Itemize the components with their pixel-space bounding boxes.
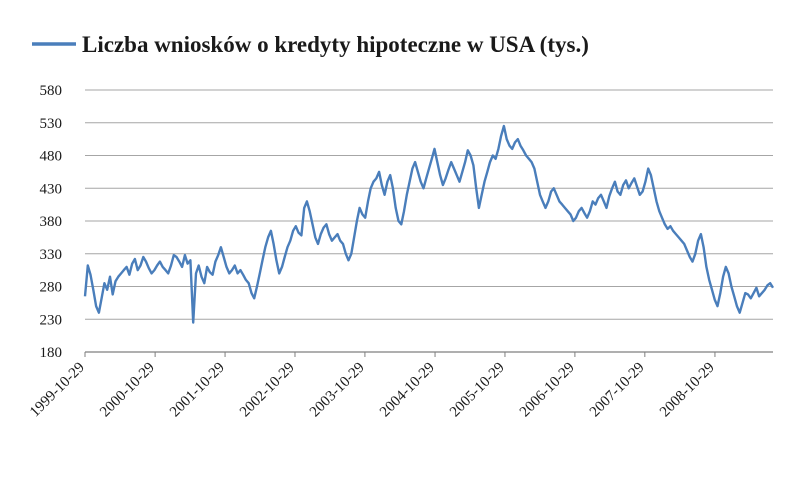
x-tick-label: 1999-10-29: [27, 360, 88, 421]
x-tick-label: 2006-10-29: [517, 360, 578, 421]
x-tick-label: 2000-10-29: [97, 360, 158, 421]
y-tick-label: 530: [40, 116, 63, 132]
y-tick-label: 480: [40, 149, 63, 165]
y-tick-label: 180: [40, 345, 63, 361]
x-tick-label: 2008-10-29: [657, 360, 718, 421]
x-axis: 1999-10-29 2000-10-29 2001-10-29 2002-10-29…: [27, 351, 773, 421]
chart-legend: Liczba wniosków o kredyty hipoteczne w U…: [32, 32, 589, 57]
y-tick-label: 430: [40, 181, 63, 197]
x-tick-label: 2004-10-29: [377, 360, 438, 421]
x-tick-label: 2002-10-29: [237, 360, 298, 421]
y-tick-label: 280: [40, 280, 63, 296]
legend-label: Liczba wniosków o kredyty hipoteczne w U…: [82, 32, 589, 57]
series-layer: [83, 124, 775, 324]
x-tick-label: 2007-10-29: [587, 360, 648, 421]
y-tick-label: 380: [40, 214, 63, 230]
series-line: [83, 124, 775, 324]
y-axis-ticks: 180 230 280 330 380 430 480 530 580: [40, 83, 63, 361]
y-tick-label: 580: [40, 83, 63, 99]
y-tick-label: 230: [40, 312, 63, 328]
grid-lines: [85, 89, 773, 320]
x-tick-label: 2005-10-29: [447, 360, 508, 421]
y-tick-label: 330: [40, 247, 63, 263]
x-tick-label: 2003-10-29: [307, 360, 368, 421]
x-tick-label: 2001-10-29: [167, 360, 228, 421]
